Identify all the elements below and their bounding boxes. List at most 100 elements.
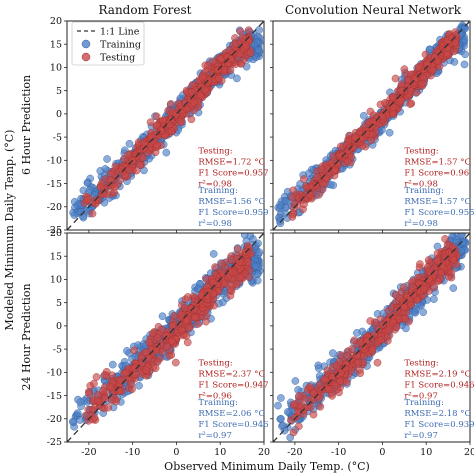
- testing-stats-line: Testing:: [404, 358, 438, 368]
- testing-stats-line: RMSE=1.57 °C: [404, 157, 471, 167]
- training-point: [449, 284, 458, 292]
- testing-point: [189, 98, 198, 107]
- testing-point: [153, 333, 162, 342]
- testing-stats-line: r²=0.98: [198, 179, 232, 189]
- training-stats-line: Training:: [404, 398, 444, 408]
- testing-point: [232, 280, 241, 289]
- testing-point: [148, 329, 157, 338]
- x-tick-label: -20: [81, 447, 96, 458]
- testing-point: [124, 166, 133, 174]
- testing-stats-line: Testing:: [198, 146, 232, 156]
- testing-point: [351, 133, 359, 141]
- testing-stats-line: RMSE=1.72 °C: [198, 157, 265, 167]
- training-point: [353, 329, 361, 337]
- training-point: [277, 394, 285, 402]
- training-stats-line: F1 Score=0.939: [404, 420, 474, 430]
- testing-point: [237, 59, 246, 68]
- training-point: [277, 443, 284, 450]
- testing-point: [289, 428, 298, 437]
- testing-point: [309, 410, 318, 419]
- training-stats-line: r²=0.98: [198, 219, 232, 229]
- legend-testing-marker: [81, 52, 91, 62]
- training-point: [461, 50, 469, 59]
- global-x-label: Observed Minimum Daily Temp. (°C): [164, 460, 370, 473]
- training-point: [158, 312, 167, 321]
- legend-training-marker: [81, 39, 91, 49]
- testing-point: [290, 413, 299, 422]
- training-point: [276, 201, 284, 209]
- testing-point: [316, 402, 325, 411]
- training-stats-line: F1 Score=0.955: [404, 208, 474, 218]
- testing-point: [216, 55, 225, 64]
- testing-stats-line: F1 Score=0.947: [198, 380, 268, 390]
- testing-point: [163, 342, 171, 351]
- testing-point: [144, 354, 152, 363]
- testing-point: [182, 331, 191, 340]
- one-to-one-line: [273, 233, 470, 442]
- row-label-6h: 6 Hour Prediction: [20, 75, 33, 175]
- testing-point: [321, 375, 329, 384]
- y-tick-label: 15: [50, 251, 62, 262]
- testing-point: [416, 260, 424, 268]
- training-stats-line: r²=0.97: [198, 431, 232, 441]
- y-tick-label: -20: [47, 202, 62, 213]
- testing-point: [300, 175, 308, 183]
- testing-point: [356, 338, 365, 347]
- training-point: [461, 24, 469, 33]
- testing-point: [203, 291, 211, 300]
- y-tick-label: 10: [50, 275, 62, 286]
- training-point: [402, 324, 410, 333]
- x-tick-label: 10: [214, 447, 226, 458]
- testing-point: [366, 107, 375, 116]
- testing-point: [294, 422, 303, 431]
- testing-stats-line: r²=0.97: [404, 391, 438, 401]
- testing-point: [215, 74, 223, 83]
- testing-point: [122, 368, 130, 377]
- testing-point: [310, 389, 318, 398]
- testing-point: [209, 289, 218, 298]
- testing-points: [82, 242, 255, 425]
- testing-point: [369, 117, 378, 126]
- panel-frame: [272, 20, 471, 231]
- testing-point: [424, 256, 433, 264]
- testing-point: [301, 394, 310, 403]
- training-point: [453, 223, 460, 230]
- y-tick-label: -10: [47, 156, 62, 167]
- training-point: [70, 211, 79, 219]
- testing-point: [170, 312, 178, 320]
- y-tick-label: 5: [56, 298, 62, 309]
- testing-point: [290, 400, 299, 409]
- one-to-one-line: [273, 21, 470, 230]
- testing-point: [194, 320, 202, 328]
- testing-point: [204, 61, 212, 70]
- testing-point: [366, 317, 375, 325]
- training-point: [291, 377, 300, 385]
- testing-point: [121, 171, 129, 180]
- testing-point: [138, 154, 147, 162]
- testing-point: [430, 53, 439, 61]
- testing-stats-line: RMSE=2.19 °C: [404, 369, 471, 379]
- testing-stats-line: F1 Score=0.946: [404, 380, 474, 390]
- plot-area: [273, 21, 470, 230]
- training-stats-line: F1 Score=0.959: [198, 208, 268, 218]
- testing-point: [242, 42, 250, 50]
- training-point: [109, 360, 117, 369]
- testing-point: [377, 112, 386, 120]
- testing-point: [96, 183, 105, 192]
- training-point: [254, 239, 262, 248]
- training-point: [459, 238, 468, 246]
- training-point: [83, 179, 92, 187]
- testing-point: [106, 383, 115, 392]
- testing-point: [142, 365, 150, 374]
- testing-point: [145, 338, 153, 347]
- testing-point: [331, 166, 339, 174]
- testing-point: [381, 99, 389, 107]
- testing-point: [315, 394, 324, 403]
- testing-point: [82, 411, 91, 420]
- training-point: [255, 46, 263, 55]
- testing-point: [217, 260, 226, 268]
- testing-point: [147, 132, 156, 141]
- testing-stats-line: Testing:: [198, 358, 232, 368]
- training-stats-line: r²=0.98: [404, 219, 438, 229]
- testing-point: [388, 93, 397, 101]
